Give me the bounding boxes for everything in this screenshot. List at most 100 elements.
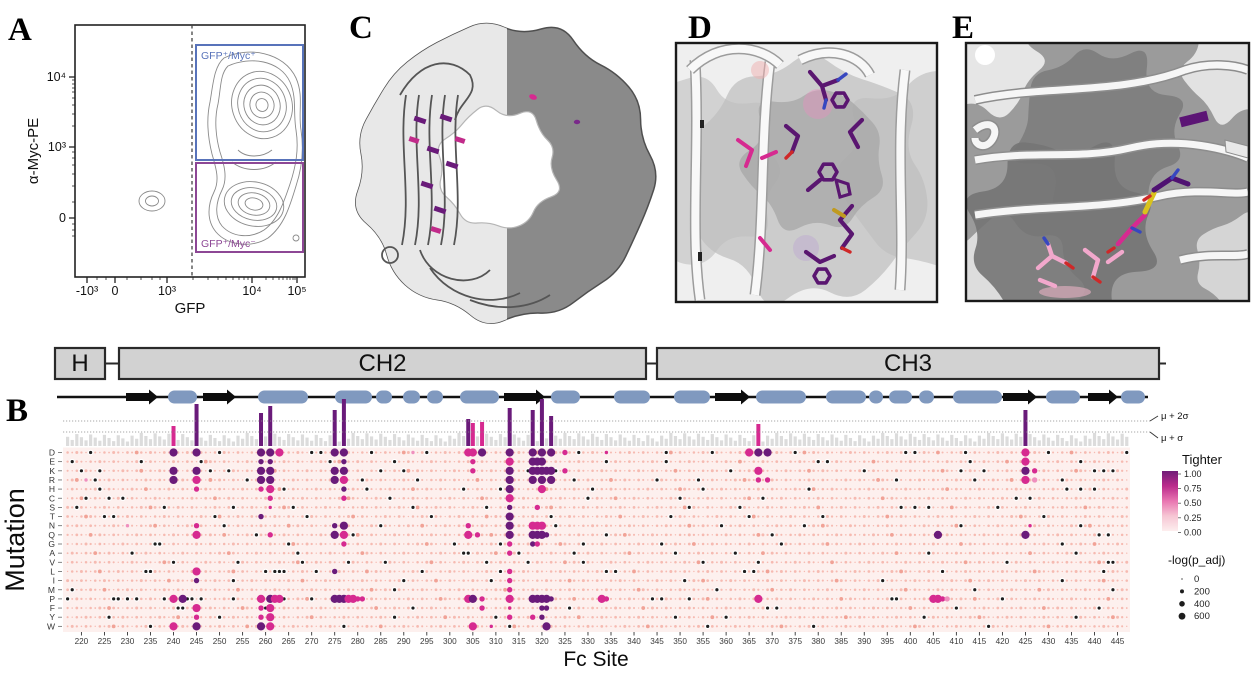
background-dot <box>642 561 645 564</box>
background-dot <box>891 479 893 481</box>
background-dot <box>931 478 935 482</box>
background-dot <box>821 579 824 582</box>
background-dot <box>462 597 465 600</box>
background-dot <box>158 487 161 491</box>
background-dot <box>1065 478 1069 482</box>
background-dot <box>946 515 948 518</box>
background-dot <box>614 478 617 482</box>
background-dot <box>987 606 990 610</box>
background-dot <box>1102 524 1105 527</box>
background-dot <box>79 496 84 501</box>
background-dot <box>112 524 116 528</box>
background-dot <box>315 616 318 619</box>
background-dot <box>453 524 456 527</box>
background-dot <box>646 579 650 582</box>
background-dot <box>651 515 654 518</box>
background-dot <box>587 534 589 536</box>
background-dot <box>876 460 880 463</box>
background-dot <box>93 487 97 491</box>
background-dot <box>835 497 838 500</box>
background-dot <box>1098 469 1101 472</box>
background-dot <box>140 552 143 555</box>
background-dot <box>1020 598 1022 600</box>
background-dot <box>904 533 907 536</box>
background-dot <box>296 488 299 491</box>
background-dot <box>406 524 410 528</box>
background-dot <box>678 588 682 592</box>
background-dot <box>558 579 562 582</box>
enrichment-bar-gray <box>369 436 374 446</box>
background-dot <box>693 488 695 490</box>
background-dot <box>227 496 231 500</box>
background-dot <box>742 478 747 482</box>
background-dot <box>1079 506 1082 509</box>
background-dot <box>826 506 829 509</box>
background-dot <box>434 533 438 536</box>
background-dot <box>867 597 870 600</box>
background-dot <box>305 551 309 555</box>
background-dot <box>908 606 913 610</box>
background-dot <box>1006 588 1008 591</box>
background-dot <box>112 451 116 454</box>
background-dot <box>899 533 903 537</box>
background-dot <box>1070 589 1073 591</box>
background-dot <box>490 451 493 454</box>
background-dot <box>1056 478 1059 482</box>
background-dot <box>1043 598 1045 600</box>
background-dot <box>227 506 231 509</box>
background-dot <box>1038 469 1041 472</box>
background-dot <box>876 588 880 592</box>
background-dot <box>890 460 893 463</box>
background-dot <box>895 542 898 546</box>
fc-domain-header: H CH2 CH3 <box>53 346 1166 381</box>
background-dot <box>1084 552 1087 555</box>
background-dot <box>108 588 111 591</box>
background-dot <box>591 579 594 582</box>
background-dot <box>384 625 387 628</box>
background-dot <box>674 579 677 582</box>
background-dot <box>950 588 954 592</box>
background-dot <box>333 606 337 610</box>
background-dot <box>900 497 902 500</box>
background-dot <box>269 524 272 527</box>
background-dot <box>982 606 986 610</box>
background-dot <box>789 451 792 454</box>
background-dot <box>448 506 452 509</box>
background-dot <box>365 496 369 500</box>
background-dot <box>154 469 157 472</box>
background-dot <box>1042 624 1046 628</box>
background-dot <box>485 588 488 592</box>
background-dot <box>301 515 304 518</box>
background-dot <box>250 451 254 454</box>
enrichment-bar-gray <box>761 441 765 446</box>
background-dot <box>1033 506 1036 509</box>
background-dot <box>692 469 695 472</box>
enrichment-bar-gray <box>600 439 604 446</box>
background-dot <box>204 496 208 500</box>
background-dot <box>918 624 922 628</box>
background-dot <box>581 579 585 583</box>
background-dot <box>978 496 981 500</box>
background-dot <box>380 460 382 463</box>
background-dot <box>301 469 304 472</box>
background-dot <box>393 551 396 555</box>
background-dot <box>241 543 244 545</box>
background-dot <box>315 579 318 582</box>
background-dot <box>743 488 746 490</box>
background-dot <box>103 606 106 610</box>
background-dot <box>987 515 990 518</box>
background-dot <box>541 579 543 582</box>
background-dot <box>789 469 792 472</box>
background-dot <box>609 524 613 527</box>
background-dot <box>163 542 166 546</box>
background-dot <box>1084 478 1087 481</box>
background-dot <box>977 615 982 620</box>
background-dot <box>139 515 143 518</box>
background-dot <box>1042 469 1046 473</box>
background-dot <box>978 607 981 609</box>
background-dot <box>771 460 773 463</box>
background-dot <box>568 552 571 555</box>
background-dot <box>922 451 926 454</box>
background-dot <box>923 488 926 491</box>
background-dot <box>890 506 894 509</box>
